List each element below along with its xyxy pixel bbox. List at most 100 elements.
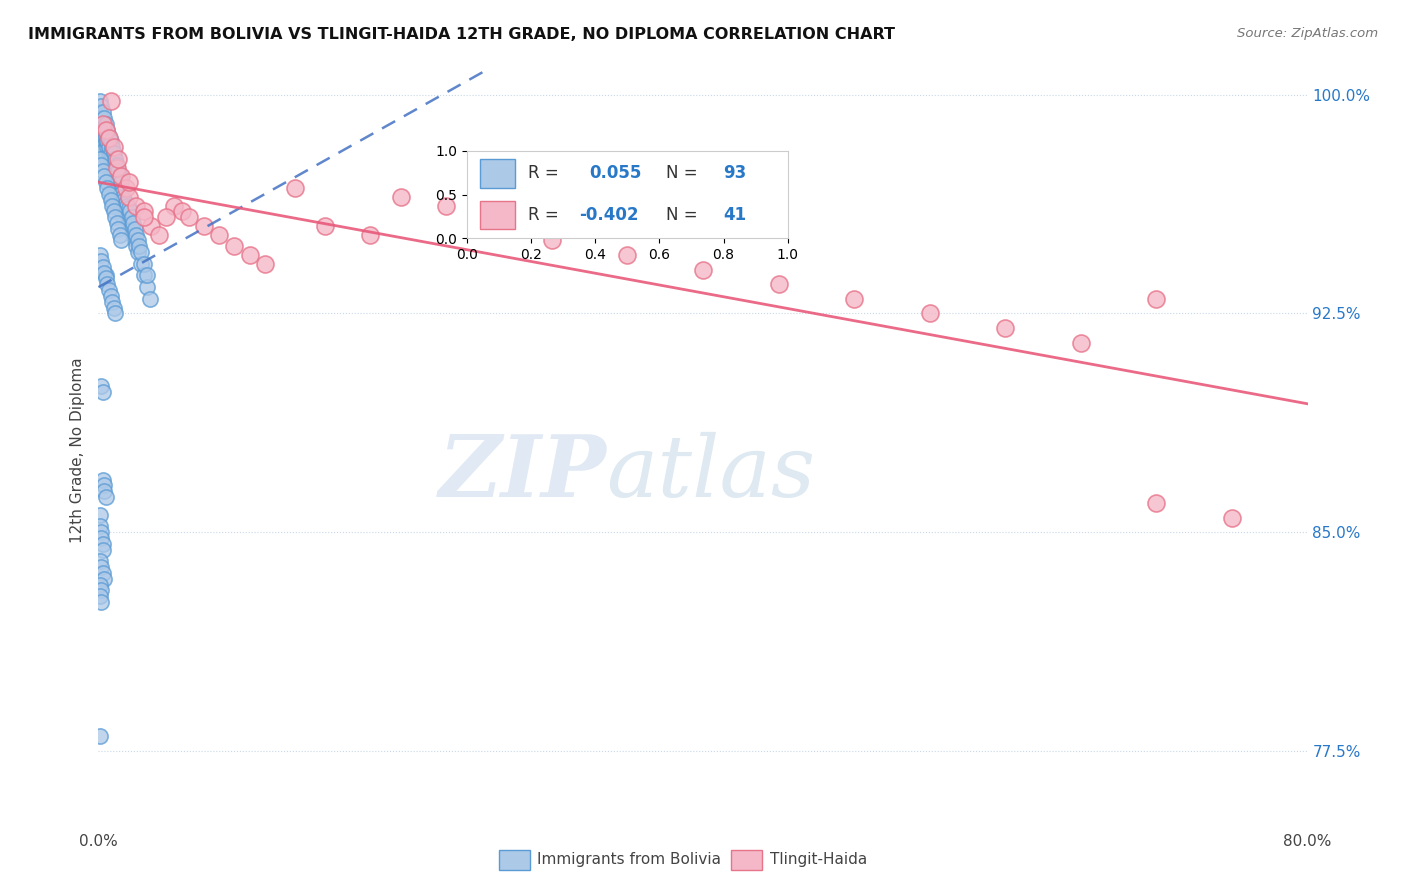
Point (94, 490, 117, 504)
Point (89, 248, 111, 262)
Point (208, 227, 231, 242)
Point (100, 134, 122, 148)
Point (101, 152, 124, 166)
Point (93, 169, 115, 184)
Point (768, 277, 790, 292)
Point (101, 198, 124, 212)
Point (104, 152, 127, 166)
Point (90, 111, 112, 125)
Point (93, 143, 115, 157)
Point (89, 152, 111, 166)
Point (89, 508, 111, 522)
Point (1220, 510, 1243, 524)
Point (110, 169, 132, 184)
Point (120, 216, 142, 230)
Point (94, 149, 117, 163)
Point (100, 146, 122, 161)
Point (389, 190, 412, 204)
Point (170, 204, 193, 219)
Point (124, 234, 146, 248)
Point (105, 193, 128, 207)
Text: Tlingit-Haida: Tlingit-Haida (770, 853, 868, 867)
Point (110, 186, 132, 201)
Point (89, 519, 111, 533)
Point (103, 198, 125, 212)
Point (481, 219, 503, 233)
Point (155, 210, 177, 224)
Point (110, 234, 132, 248)
Point (108, 227, 131, 242)
Point (91, 163, 114, 178)
Point (127, 245, 149, 260)
Point (89, 729, 111, 743)
Point (121, 210, 143, 224)
Point (94, 122, 117, 136)
Point (91, 117, 114, 131)
Point (1144, 292, 1167, 306)
Point (94, 134, 117, 148)
Point (98, 186, 121, 201)
Point (125, 227, 148, 242)
Point (90, 131, 112, 145)
Point (179, 210, 201, 224)
Point (112, 198, 135, 212)
Point (128, 239, 150, 253)
Point (994, 321, 1017, 335)
Point (89, 589, 111, 603)
Point (91, 117, 114, 131)
Point (122, 216, 145, 230)
Point (93, 122, 115, 136)
Point (127, 234, 149, 248)
Point (93, 111, 115, 125)
Point (132, 204, 155, 219)
Point (108, 186, 131, 201)
Point (98, 161, 121, 175)
Point (100, 169, 122, 184)
Point (111, 190, 134, 204)
Point (96, 154, 118, 169)
Point (115, 198, 138, 212)
Point (89, 117, 111, 131)
Point (91, 260, 114, 274)
Point (105, 175, 128, 189)
Point (98, 131, 121, 145)
Text: Immigrants from Bolivia: Immigrants from Bolivia (537, 853, 721, 867)
Point (105, 216, 128, 230)
Point (93, 572, 115, 586)
Point (89, 554, 111, 568)
Point (107, 181, 129, 195)
Point (692, 262, 714, 277)
Point (104, 163, 127, 178)
Point (101, 193, 124, 207)
Point (101, 175, 124, 189)
Point (101, 158, 124, 172)
Point (163, 198, 186, 212)
Point (90, 531, 112, 545)
Point (616, 248, 638, 262)
Point (103, 181, 125, 195)
Point (98, 146, 121, 161)
Point (110, 204, 132, 219)
Point (100, 289, 122, 303)
Point (93, 266, 115, 280)
Point (98, 178, 121, 192)
Point (132, 268, 155, 283)
Point (90, 117, 112, 131)
Point (132, 210, 155, 224)
Point (98, 140, 121, 154)
Point (89, 105, 111, 120)
Point (103, 301, 125, 315)
Point (94, 268, 117, 283)
Point (1144, 496, 1167, 510)
Point (104, 306, 127, 320)
Point (91, 122, 114, 136)
Point (100, 193, 122, 207)
Point (96, 140, 118, 154)
Point (89, 577, 111, 591)
Point (105, 169, 128, 184)
Point (96, 277, 118, 292)
Point (101, 294, 124, 309)
Point (118, 190, 141, 204)
Y-axis label: 12th Grade, No Diploma: 12th Grade, No Diploma (70, 358, 86, 543)
Point (193, 219, 215, 233)
